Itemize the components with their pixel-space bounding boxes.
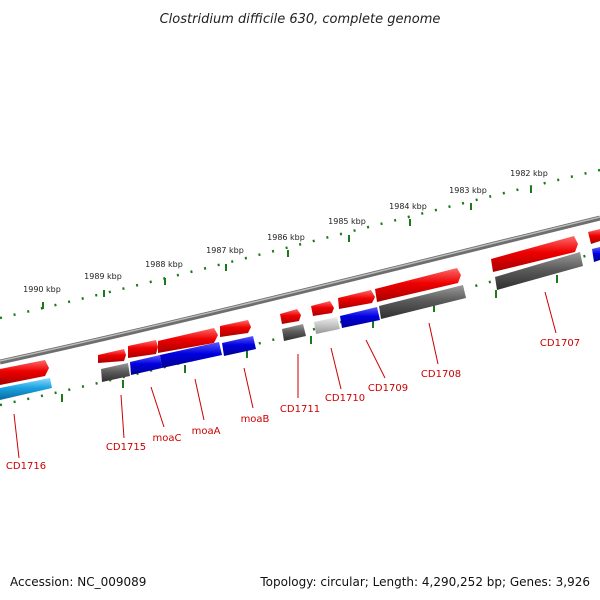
gene-label-cd1715[interactable]: CD1715 <box>106 442 146 453</box>
gene-label-cd1709[interactable]: CD1709 <box>368 383 408 394</box>
feature-cd1715-forward[interactable] <box>98 349 126 363</box>
tick-label: 1985 kbp <box>328 217 366 226</box>
tick-label: 1984 kbp <box>389 202 427 211</box>
gene-label-moab[interactable]: moaB <box>241 414 270 425</box>
feature-moac-forward[interactable] <box>128 340 158 358</box>
topology-text: Topology: circular; Length: 4,290,252 bp… <box>259 575 590 589</box>
feature-moaa-forward[interactable] <box>158 328 218 353</box>
tick-label: 1987 kbp <box>206 246 244 255</box>
tick-label: 1990 kbp <box>23 285 61 294</box>
feature-moaa-cog[interactable] <box>160 342 222 368</box>
gene-label-moaa[interactable]: moaA <box>192 426 221 437</box>
tick-label: 1982 kbp <box>510 169 548 178</box>
tick-label: 1983 kbp <box>449 186 487 195</box>
gene-label-moac[interactable]: moaC <box>153 433 182 444</box>
ruler-lower <box>0 250 600 407</box>
feature-cd1710-cog[interactable] <box>314 317 340 334</box>
tick-label: 1989 kbp <box>84 272 122 281</box>
feature-moab-forward[interactable] <box>220 320 251 337</box>
feature-cd1708-forward[interactable] <box>375 268 461 302</box>
feature-cd1707-cog[interactable] <box>495 252 583 290</box>
accession-text: Accession: NC_009089 <box>10 575 146 589</box>
tick-labels: 1990 kbp 1989 kbp 1988 kbp 1987 kbp 1986… <box>23 169 548 309</box>
gene-label-cd1716[interactable]: CD1716 <box>6 461 46 472</box>
feature-cd1708-cog[interactable] <box>379 285 466 319</box>
gene-label-cd1708[interactable]: CD1708 <box>421 369 461 380</box>
feature-moab-cog[interactable] <box>222 336 256 356</box>
gene-labels: CD1716 CD1715 moaC moaA moaB CD1711 CD17… <box>6 291 580 472</box>
tick-label: 1988 kbp <box>145 260 183 269</box>
feature-next-cog[interactable] <box>592 247 600 262</box>
genome-backbone <box>0 215 600 365</box>
feature-cd1715-cog[interactable] <box>101 363 130 382</box>
gene-label-cd1707[interactable]: CD1707 <box>540 338 580 349</box>
feature-cd1707-forward[interactable] <box>491 236 578 272</box>
feature-cd1710-forward[interactable] <box>311 301 334 316</box>
forward-strand-features <box>0 229 600 385</box>
reverse-strand-features <box>0 247 600 400</box>
feature-cd1709-forward[interactable] <box>338 290 375 309</box>
tick-label: 1986 kbp <box>267 233 305 242</box>
gene-label-cd1711[interactable]: CD1711 <box>280 404 320 415</box>
feature-cd1709-cog[interactable] <box>340 307 380 328</box>
gene-label-cd1710[interactable]: CD1710 <box>325 393 365 404</box>
feature-cd1711-cog[interactable] <box>282 324 306 341</box>
feature-moac-cog[interactable] <box>130 355 162 375</box>
feature-cd1716-forward[interactable] <box>0 360 49 385</box>
ruler-upper <box>0 168 600 320</box>
feature-next-forward[interactable] <box>588 229 600 244</box>
feature-cd1716-cog[interactable] <box>0 378 52 400</box>
map-title: Clostridium difficile 630, complete geno… <box>160 12 441 27</box>
feature-cd1711-forward[interactable] <box>280 309 301 324</box>
